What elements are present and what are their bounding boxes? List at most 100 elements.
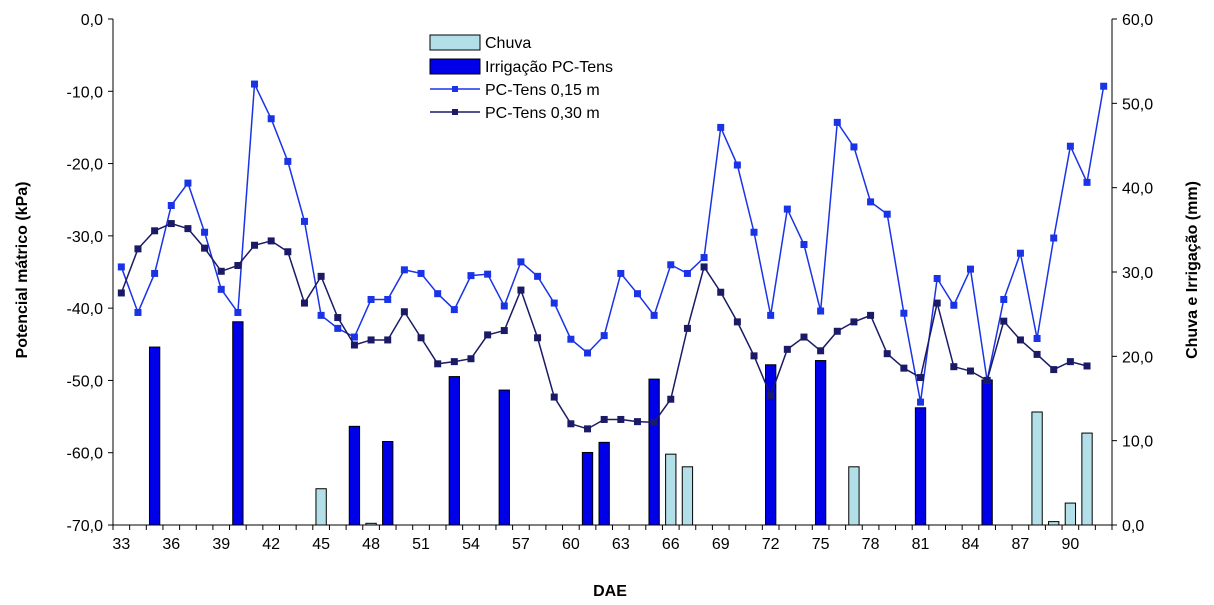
point-pctens-015 (417, 269, 425, 277)
point-pctens-015 (251, 80, 259, 88)
point-pctens-030 (883, 350, 891, 358)
point-pctens-030 (584, 425, 592, 433)
legend: Chuva Irrigação PC-Tens PC-Tens 0,15 m P… (429, 34, 613, 122)
bar-chuva (365, 522, 377, 526)
point-pctens-015 (517, 258, 525, 266)
point-pctens-030 (201, 244, 209, 252)
bar-irrigacao (765, 364, 777, 526)
x-tick-label: 33 (112, 536, 130, 553)
series-line-pctens-015 (120, 81, 1105, 403)
bar-irrigacao (581, 451, 594, 526)
x-tick-label: 63 (612, 536, 630, 553)
point-pctens-015 (850, 143, 858, 151)
point-pctens-030 (717, 288, 725, 296)
y-left-tick-label: -30,0 (67, 229, 104, 246)
x-tick-label: 39 (212, 536, 230, 553)
point-pctens-015 (550, 299, 558, 307)
point-pctens-030 (550, 393, 558, 401)
point-pctens-015 (450, 306, 458, 314)
point-pctens-015 (267, 115, 275, 123)
x-tick-label: 60 (562, 536, 580, 553)
series-line-pctens-030 (120, 222, 1088, 430)
point-pctens-015 (151, 269, 159, 277)
point-pctens-015 (867, 198, 875, 206)
legend-swatch-irrigacao (429, 58, 481, 75)
point-pctens-030 (733, 318, 741, 326)
point-pctens-015 (484, 270, 492, 278)
point-pctens-030 (517, 286, 525, 294)
point-pctens-015 (917, 398, 925, 406)
x-tick-label: 66 (662, 536, 680, 553)
point-pctens-030 (217, 267, 225, 275)
point-pctens-015 (900, 309, 908, 317)
point-pctens-015 (1083, 178, 1091, 186)
point-pctens-030 (1016, 336, 1024, 344)
point-pctens-015 (334, 324, 342, 332)
point-pctens-015 (300, 217, 308, 225)
y-left-tick-label: 0,0 (81, 12, 103, 29)
point-pctens-015 (650, 311, 658, 319)
point-pctens-015 (883, 210, 891, 218)
point-pctens-030 (850, 318, 858, 326)
bar-chuva (681, 466, 694, 526)
point-pctens-015 (700, 254, 708, 262)
point-pctens-015 (633, 290, 641, 298)
legend-label-pctens-030: PC-Tens 0,30 m (485, 105, 600, 122)
bar-irrigacao (814, 360, 827, 526)
point-pctens-015 (933, 275, 941, 283)
point-pctens-015 (534, 272, 542, 280)
bar-irrigacao (232, 321, 244, 526)
ticks-layer: 33 36 39 42 45 48 51 54 57 60 63 66 69 72 75 78 81 84 87 90… (67, 12, 1154, 553)
point-pctens-015 (201, 228, 209, 236)
bar-chuva (1064, 502, 1077, 526)
point-pctens-030 (350, 341, 358, 349)
point-pctens-015 (1000, 295, 1008, 303)
y-right-tick-label: 30,0 (1122, 265, 1153, 282)
point-pctens-015 (217, 285, 225, 293)
legend-swatch-chuva (429, 34, 481, 51)
bar-chuva (315, 488, 327, 526)
point-pctens-015 (800, 241, 808, 249)
point-pctens-030 (633, 418, 641, 426)
bar-chuva (848, 466, 860, 526)
axes-frame (112, 19, 1113, 526)
y-right-tick-label: 40,0 (1122, 181, 1153, 198)
point-pctens-030 (933, 299, 941, 307)
bar-chuva (1081, 432, 1093, 526)
bar-irrigacao (498, 389, 510, 526)
point-pctens-030 (151, 227, 159, 235)
point-pctens-030 (1050, 366, 1058, 374)
point-pctens-030 (600, 415, 608, 423)
y-left-tick-label: -70,0 (67, 518, 104, 535)
x-tick-label: 54 (462, 536, 480, 553)
x-tick-label: 75 (812, 536, 830, 553)
point-pctens-015 (717, 123, 725, 131)
point-pctens-015 (1050, 234, 1058, 242)
point-pctens-015 (750, 228, 758, 236)
x-tick-label: 81 (912, 536, 930, 553)
y-axis-left-title: Potencial mátrico (kPa) (14, 182, 31, 359)
point-pctens-030 (1033, 350, 1041, 358)
point-pctens-015 (950, 301, 958, 309)
legend-label-chuva: Chuva (485, 35, 531, 52)
point-pctens-015 (434, 290, 442, 298)
y-left-tick-label: -60,0 (67, 446, 104, 463)
point-pctens-015 (284, 157, 292, 165)
point-pctens-015 (1066, 142, 1074, 150)
point-pctens-030 (467, 355, 475, 363)
x-tick-label: 42 (262, 536, 280, 553)
point-pctens-030 (833, 327, 841, 335)
x-tick-label: 51 (412, 536, 430, 553)
y-left-tick-label: -10,0 (67, 84, 104, 101)
point-pctens-015 (817, 307, 825, 315)
bar-irrigacao (914, 407, 927, 526)
point-pctens-030 (284, 248, 292, 256)
point-pctens-015 (234, 308, 242, 316)
x-tick-label: 87 (1012, 536, 1030, 553)
point-pctens-015 (500, 302, 508, 310)
y-left-tick-label: -50,0 (67, 373, 104, 390)
bar-chuva (1031, 411, 1043, 526)
point-pctens-015 (384, 295, 392, 303)
x-tick-label: 48 (362, 536, 380, 553)
